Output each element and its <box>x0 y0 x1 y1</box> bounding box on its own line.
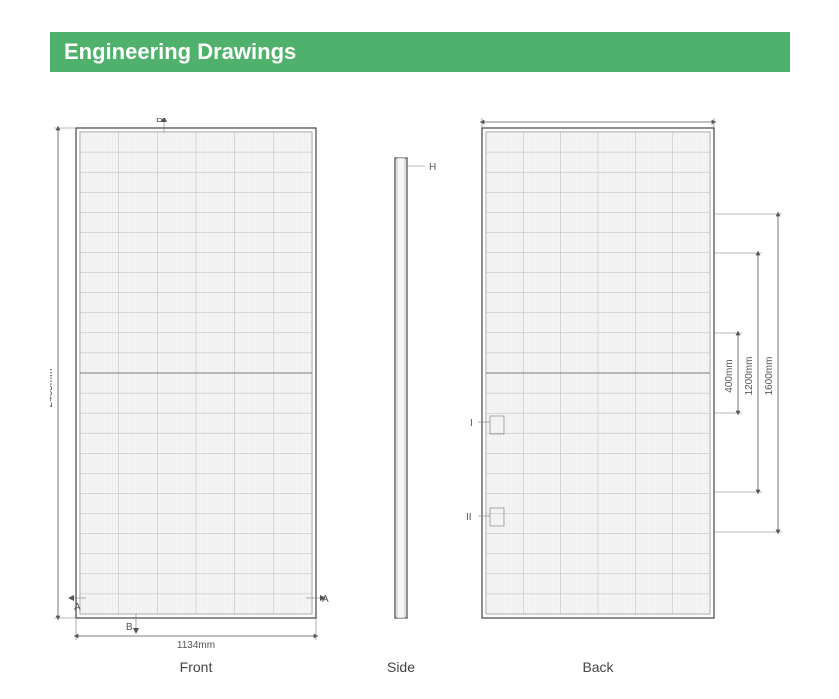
svg-text:A: A <box>322 594 329 605</box>
svg-text:B: B <box>126 622 133 633</box>
front-view: 2465mm 1134mm B B A A F <box>50 118 329 675</box>
front-label: Front <box>180 659 213 675</box>
svg-text:I: I <box>470 418 473 429</box>
front-cell-grid <box>80 132 312 614</box>
side-view: H Side <box>387 158 436 675</box>
front-width-dim: 1134mm <box>76 618 316 651</box>
back-view: 1096mm <box>466 118 782 675</box>
side-h-mark: H <box>429 162 436 173</box>
svg-text:A: A <box>74 602 81 613</box>
back-d1: 400mm <box>724 359 735 392</box>
section-title: Engineering Drawings <box>64 39 296 65</box>
drawings-area: 2465mm 1134mm B B A A F <box>50 118 790 678</box>
front-height-value: 2465mm <box>50 369 55 408</box>
back-right-dims: 400mm 1200mm 1600mm <box>714 214 782 532</box>
drawings-svg: 2465mm 1134mm B B A A F <box>50 118 790 678</box>
back-top-value: 1096mm <box>579 118 618 121</box>
section-header: Engineering Drawings <box>50 32 790 72</box>
svg-text:II: II <box>466 512 472 523</box>
back-label: Back <box>582 659 614 675</box>
front-width-value: 1134mm <box>177 640 215 651</box>
front-height-dim: 2465mm <box>50 128 76 618</box>
back-d2: 1200mm <box>744 357 755 396</box>
back-top-dim: 1096mm <box>482 118 714 132</box>
side-label: Side <box>387 659 415 675</box>
back-cell-grid <box>486 132 710 614</box>
back-d3: 1600mm <box>764 357 775 396</box>
svg-text:B: B <box>156 118 163 125</box>
